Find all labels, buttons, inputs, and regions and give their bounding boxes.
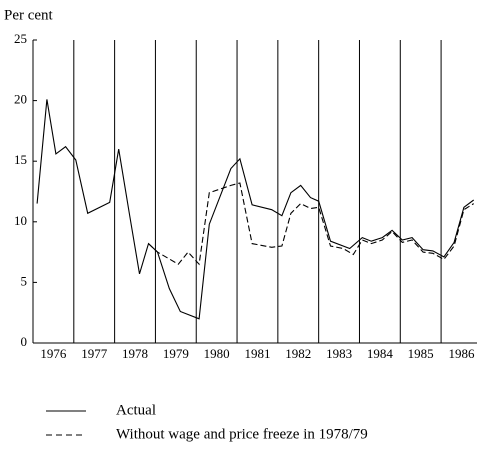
y-tick-label: 5 [21,273,28,288]
x-tick-label: 1983 [326,346,352,361]
y-tick-label: 25 [14,31,27,46]
x-tick-label: 1980 [204,346,230,361]
series-line [36,99,475,320]
y-tick-label: 0 [21,334,28,349]
x-tick-label: 1976 [40,346,67,361]
y-tick-label: 20 [14,92,27,107]
x-tick-label: 1979 [163,346,189,361]
y-tick-label: 10 [14,213,27,228]
x-tick-label: 1982 [285,346,311,361]
x-tick-label: 1978 [122,346,148,361]
y-axis-label: Per cent [4,7,54,23]
series-line [148,182,474,266]
x-tick-label: 1985 [408,346,434,361]
x-tick-label: 1977 [81,346,108,361]
legend-label: Without wage and price freeze in 1978/79 [116,426,368,442]
x-tick-label: 1984 [367,346,394,361]
y-tick-label: 15 [14,152,27,167]
x-tick-label: 1981 [244,346,270,361]
legend-label: Actual [116,402,156,418]
x-tick-label: 1986 [448,346,475,361]
